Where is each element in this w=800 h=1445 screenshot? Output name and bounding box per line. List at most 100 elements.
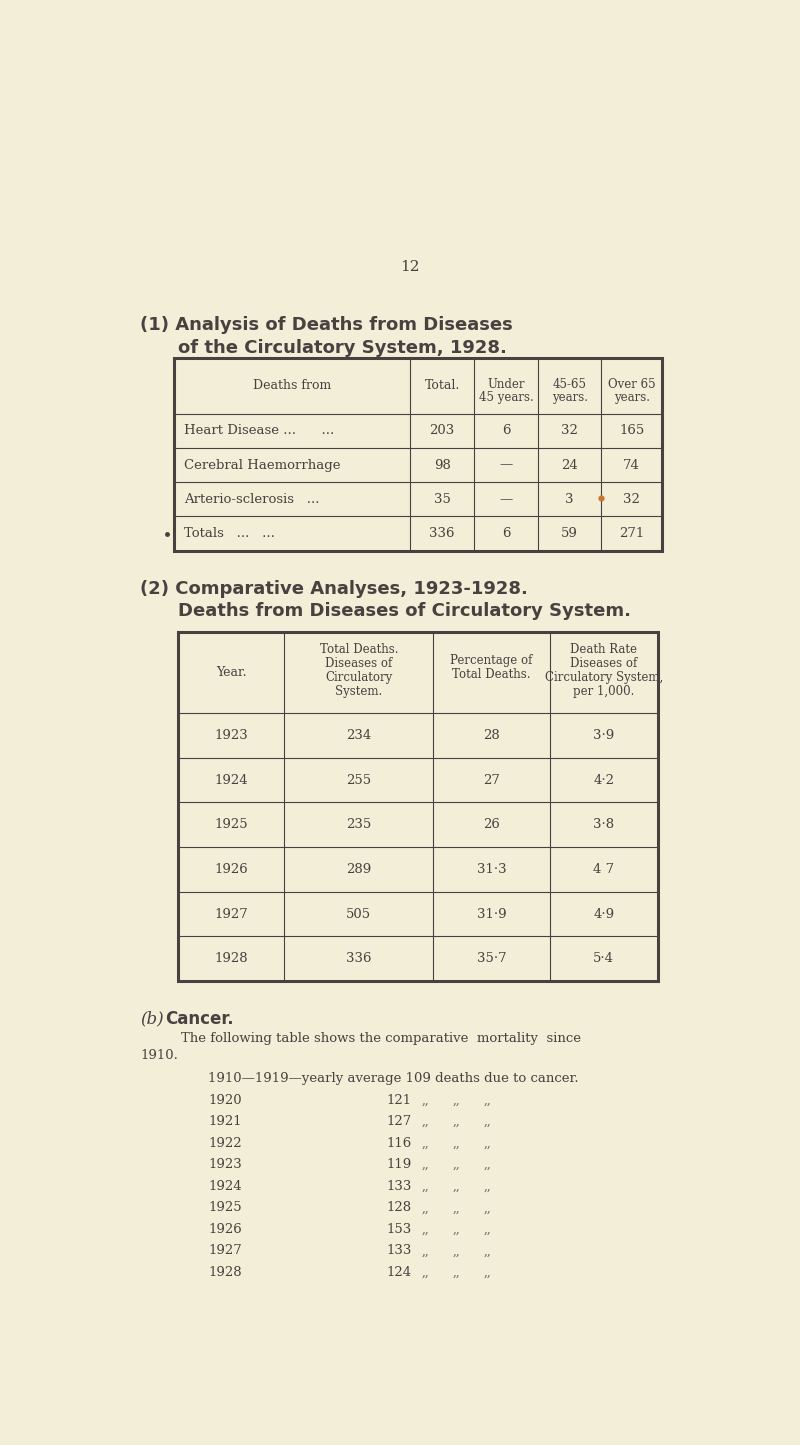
- Text: 6: 6: [502, 527, 510, 540]
- Text: ,,: ,,: [453, 1159, 460, 1172]
- Text: 3·8: 3·8: [593, 818, 614, 831]
- Text: of the Circulatory System, 1928.: of the Circulatory System, 1928.: [178, 340, 506, 357]
- Text: Totals   ...   ...: Totals ... ...: [185, 527, 275, 540]
- Text: 1928: 1928: [214, 952, 248, 965]
- Text: 4 7: 4 7: [593, 863, 614, 876]
- Text: ,,: ,,: [422, 1244, 430, 1257]
- Text: 31·3: 31·3: [477, 863, 506, 876]
- Text: 35: 35: [434, 493, 450, 506]
- Text: 124: 124: [386, 1266, 412, 1279]
- Text: 271: 271: [619, 527, 644, 540]
- Text: per 1,000.: per 1,000.: [573, 685, 634, 698]
- Text: 32: 32: [623, 493, 640, 506]
- Text: 6: 6: [502, 425, 510, 438]
- Text: —: —: [499, 493, 513, 506]
- Text: 235: 235: [346, 818, 371, 831]
- Text: 26: 26: [483, 818, 500, 831]
- Text: Percentage of: Percentage of: [450, 655, 533, 668]
- Text: ,,: ,,: [422, 1201, 430, 1214]
- Text: 128: 128: [386, 1201, 412, 1214]
- Text: ,,: ,,: [453, 1201, 460, 1214]
- Text: 45-65: 45-65: [553, 379, 586, 392]
- Text: 116: 116: [386, 1137, 412, 1150]
- Text: Over 65: Over 65: [608, 379, 655, 392]
- Text: (2) Comparative Analyses, 1923-1928.: (2) Comparative Analyses, 1923-1928.: [140, 579, 528, 598]
- Text: Circulatory: Circulatory: [326, 670, 393, 683]
- Text: 12: 12: [400, 260, 420, 273]
- Text: Death Rate: Death Rate: [570, 643, 638, 656]
- Text: 127: 127: [386, 1116, 412, 1129]
- Text: Under: Under: [487, 379, 525, 392]
- Text: 1924: 1924: [214, 773, 248, 786]
- Text: Total Deaths.: Total Deaths.: [320, 643, 398, 656]
- Text: ,,: ,,: [484, 1244, 491, 1257]
- Text: ,,: ,,: [484, 1222, 491, 1235]
- Text: Arterio-sclerosis   ...: Arterio-sclerosis ...: [185, 493, 320, 506]
- Text: 5·4: 5·4: [594, 952, 614, 965]
- Text: ,,: ,,: [453, 1266, 460, 1279]
- Text: 3·9: 3·9: [593, 728, 614, 741]
- Text: ,,: ,,: [484, 1116, 491, 1129]
- Text: Cancer.: Cancer.: [165, 1010, 234, 1029]
- Text: 133: 133: [386, 1179, 412, 1192]
- Text: 121: 121: [386, 1094, 412, 1107]
- Text: 1920: 1920: [209, 1094, 242, 1107]
- Text: Circulatory System,: Circulatory System,: [545, 670, 663, 683]
- Text: ,,: ,,: [453, 1244, 460, 1257]
- Text: 336: 336: [430, 527, 455, 540]
- Text: (b): (b): [140, 1010, 164, 1027]
- Text: ,,: ,,: [422, 1266, 430, 1279]
- Text: 289: 289: [346, 863, 371, 876]
- Text: 74: 74: [623, 458, 640, 471]
- Text: 1927: 1927: [214, 907, 248, 920]
- Text: ,,: ,,: [422, 1137, 430, 1150]
- Text: ,,: ,,: [484, 1201, 491, 1214]
- Text: ,,: ,,: [422, 1116, 430, 1129]
- Text: ,,: ,,: [453, 1179, 460, 1192]
- Text: ,,: ,,: [422, 1179, 430, 1192]
- Text: ,,: ,,: [484, 1137, 491, 1150]
- Text: ,,: ,,: [484, 1159, 491, 1172]
- Text: 28: 28: [483, 728, 500, 741]
- Text: 165: 165: [619, 425, 644, 438]
- Text: Heart Disease ...      ...: Heart Disease ... ...: [185, 425, 334, 438]
- Text: 27: 27: [483, 773, 500, 786]
- Text: 1923: 1923: [209, 1159, 242, 1172]
- Text: 1926: 1926: [214, 863, 248, 876]
- Text: 1924: 1924: [209, 1179, 242, 1192]
- Text: years.: years.: [552, 392, 588, 405]
- Text: (1) Analysis of Deaths from Diseases: (1) Analysis of Deaths from Diseases: [140, 316, 513, 334]
- Text: 1927: 1927: [209, 1244, 242, 1257]
- Text: 1923: 1923: [214, 728, 248, 741]
- Text: Year.: Year.: [216, 666, 246, 679]
- Text: ,,: ,,: [453, 1137, 460, 1150]
- Text: 1925: 1925: [214, 818, 248, 831]
- Text: ,,: ,,: [453, 1094, 460, 1107]
- Text: ,,: ,,: [422, 1159, 430, 1172]
- Text: 133: 133: [386, 1244, 412, 1257]
- Text: 1928: 1928: [209, 1266, 242, 1279]
- Text: 3: 3: [566, 493, 574, 506]
- Text: Cerebral Haemorrhage: Cerebral Haemorrhage: [185, 458, 341, 471]
- Text: 119: 119: [386, 1159, 412, 1172]
- Text: Diseases of: Diseases of: [326, 657, 393, 670]
- Text: 505: 505: [346, 907, 371, 920]
- Text: Total.: Total.: [425, 380, 460, 393]
- Text: 24: 24: [562, 458, 578, 471]
- Text: 35·7: 35·7: [477, 952, 506, 965]
- Text: System.: System.: [335, 685, 382, 698]
- Text: 1926: 1926: [209, 1222, 242, 1235]
- Text: 234: 234: [346, 728, 371, 741]
- Text: ,,: ,,: [484, 1094, 491, 1107]
- Text: ,,: ,,: [453, 1116, 460, 1129]
- Text: 1910.: 1910.: [140, 1049, 178, 1062]
- Text: 4·9: 4·9: [593, 907, 614, 920]
- Text: 59: 59: [562, 527, 578, 540]
- Text: ,,: ,,: [422, 1222, 430, 1235]
- Text: ,,: ,,: [453, 1222, 460, 1235]
- Text: 98: 98: [434, 458, 450, 471]
- Text: 1921: 1921: [209, 1116, 242, 1129]
- Text: 1910—1919—yearly average 109 deaths due to cancer.: 1910—1919—yearly average 109 deaths due …: [209, 1072, 579, 1085]
- Text: The following table shows the comparative  mortality  since: The following table shows the comparativ…: [182, 1032, 582, 1045]
- Text: 32: 32: [562, 425, 578, 438]
